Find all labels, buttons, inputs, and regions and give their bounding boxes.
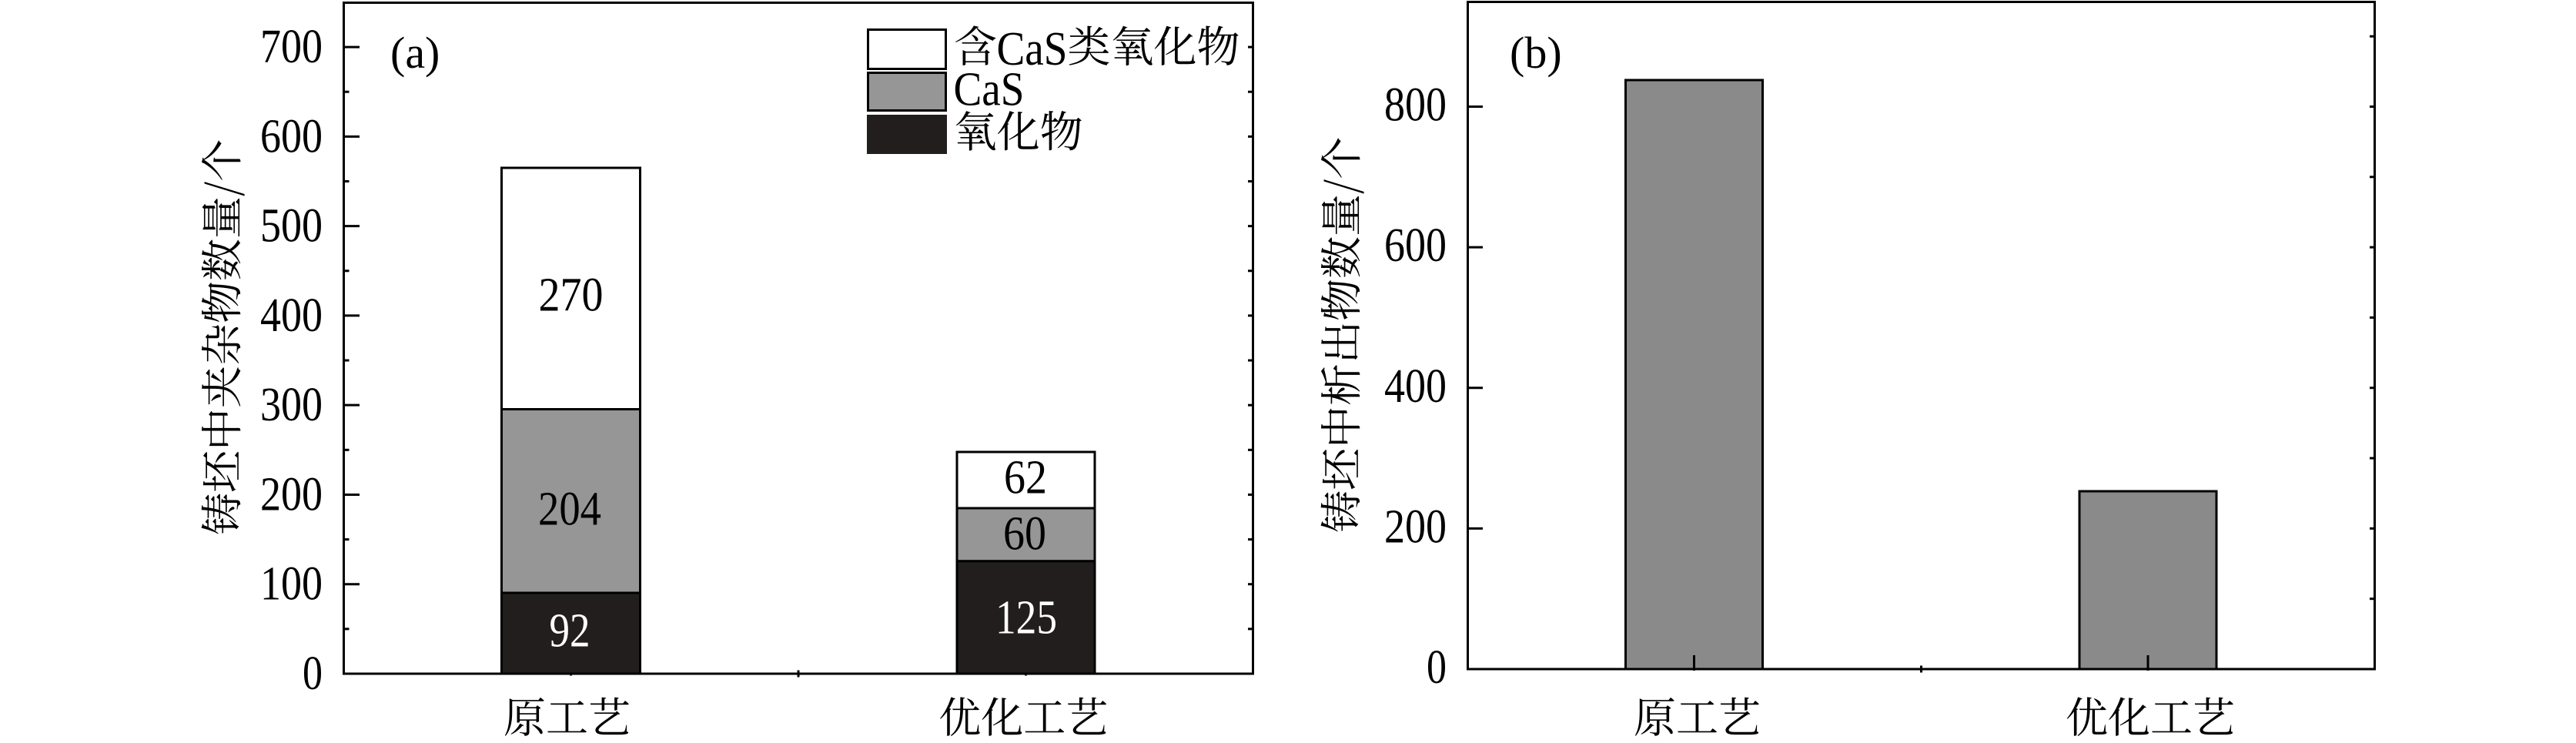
svg-text:0: 0 — [303, 648, 323, 700]
svg-text:600: 600 — [260, 110, 323, 162]
svg-text:400: 400 — [1384, 360, 1447, 413]
svg-text:204: 204 — [538, 484, 601, 536]
svg-text:200: 200 — [260, 468, 323, 520]
svg-text:0: 0 — [1427, 641, 1447, 694]
svg-text:(a): (a) — [390, 28, 440, 78]
svg-text:300: 300 — [260, 379, 323, 431]
svg-text:(b): (b) — [1510, 28, 1562, 78]
svg-text:200: 200 — [1384, 500, 1447, 553]
svg-text:700: 700 — [260, 21, 323, 73]
svg-text:600: 600 — [1384, 219, 1447, 272]
svg-text:CaS: CaS — [954, 64, 1025, 116]
svg-text:100: 100 — [260, 558, 323, 611]
svg-text:400: 400 — [260, 290, 323, 342]
svg-text:CaS: CaS — [997, 23, 1068, 75]
svg-text:125: 125 — [995, 592, 1057, 644]
svg-text:800: 800 — [1384, 79, 1447, 132]
svg-text:92: 92 — [550, 605, 590, 658]
svg-text:500: 500 — [260, 200, 323, 253]
svg-text:62: 62 — [1004, 452, 1047, 504]
svg-text:60: 60 — [1003, 508, 1046, 561]
svg-text:270: 270 — [539, 269, 604, 322]
